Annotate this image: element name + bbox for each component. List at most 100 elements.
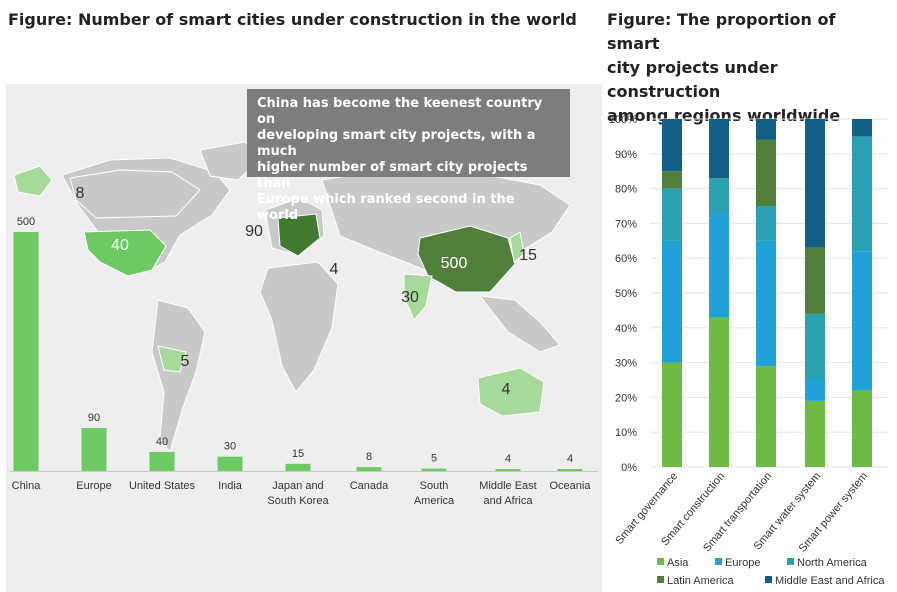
y-tick-label: 80%	[615, 184, 637, 196]
japan-korea-highlight	[509, 231, 525, 263]
map-value-label: 4	[330, 261, 339, 278]
south-america-shape	[151, 299, 206, 454]
alaska-highlight	[13, 165, 53, 197]
y-tick-label: 20%	[615, 392, 637, 404]
stacked-bar-segment	[662, 362, 682, 467]
stacked-bar-segment	[662, 240, 682, 363]
map-value-label: 15	[519, 247, 537, 264]
bar-value-label: 5	[431, 453, 437, 465]
callout-line: China has become the keenest country on	[257, 96, 543, 127]
bar-category-label: South	[420, 480, 449, 492]
y-tick-label: 10%	[615, 427, 637, 439]
stacked-bar-segment	[709, 119, 729, 179]
map-value-label: 8	[76, 185, 85, 202]
bar-category-label: South Korea	[267, 495, 329, 507]
bar-category-label: China	[12, 480, 42, 492]
stacked-bar-segment	[805, 313, 825, 380]
callout-line: higher number of smart city projects tha…	[257, 160, 528, 191]
legend-label: Asia	[667, 557, 689, 569]
bar	[356, 467, 382, 471]
stacked-bar-segment	[709, 212, 729, 318]
y-tick-label: 0%	[621, 462, 637, 474]
canada-highlight	[69, 169, 201, 219]
south-america-highlight	[157, 345, 187, 373]
right-title-line: Figure: The proportion of smart	[607, 10, 836, 53]
bar-value-label: 500	[17, 216, 35, 228]
stacked-bar-segment	[852, 390, 872, 467]
bar-value-label: 15	[292, 448, 304, 460]
bar-value-label: 30	[224, 441, 236, 453]
bar-category-label: Canada	[350, 480, 389, 492]
bar	[81, 427, 107, 471]
bar-category-label: and Africa	[484, 495, 534, 507]
y-tick-label: 100%	[609, 114, 637, 126]
stacked-bar-segment	[756, 139, 776, 206]
legend-swatch	[657, 558, 664, 565]
map-value-label: 90	[245, 223, 263, 240]
map-value-label: 5	[181, 353, 190, 370]
bar-value-label: 40	[156, 436, 168, 448]
bar-value-label: 8	[366, 451, 372, 463]
stacked-bar-segment	[805, 247, 825, 314]
stacked-bar-segment	[852, 119, 872, 137]
y-tick-label: 90%	[615, 149, 637, 161]
map-value-label: 30	[401, 289, 419, 306]
legend-label: Europe	[725, 557, 760, 569]
right-chart-title: Figure: The proportion of smart city pro…	[607, 8, 892, 128]
bar	[285, 463, 311, 471]
legend-label: North America	[797, 557, 868, 569]
china-highlight	[417, 225, 516, 293]
australia-highlight	[477, 367, 545, 417]
bar-category-label: United States	[129, 480, 196, 492]
left-chart-title: Figure: Number of smart cities under con…	[8, 10, 577, 29]
y-tick-label: 40%	[615, 323, 637, 335]
legend-swatch	[715, 558, 722, 565]
legend-label: Latin America	[667, 575, 735, 587]
stacked-bar-segment	[852, 136, 872, 252]
map-value-label: 40	[111, 237, 129, 254]
legend-swatch	[657, 576, 664, 583]
callout-line: Europe which ranked second in the world	[257, 192, 515, 223]
bar-category-label: Europe	[76, 480, 111, 492]
stacked-bar-segment	[662, 119, 682, 172]
map-value-label: 4	[502, 381, 511, 398]
stacked-bar-segment	[709, 178, 729, 213]
y-tick-label: 50%	[615, 288, 637, 300]
stacked-bar-segment	[756, 366, 776, 467]
bar	[13, 232, 39, 471]
map-value-label: 500	[441, 255, 468, 272]
stacked-bar-segment	[805, 400, 825, 467]
europe-highlight	[277, 213, 321, 257]
stacked-bar-segment	[662, 171, 682, 189]
y-tick-label: 60%	[615, 253, 637, 265]
legend-swatch	[765, 576, 772, 583]
legend-label: Middle East and Africa	[775, 575, 885, 587]
stacked-bar-segment	[852, 251, 872, 391]
stacked-bar-segment	[709, 317, 729, 467]
bar	[421, 468, 447, 471]
legend-swatch	[787, 558, 794, 565]
china-callout-box: China has become the keenest country on …	[247, 89, 570, 223]
callout-line: developing smart city projects, with a m…	[257, 128, 536, 159]
bar-category-label: Middle East	[479, 480, 536, 492]
bar	[149, 451, 175, 471]
bar-value-label: 4	[505, 453, 511, 465]
africa-shape	[259, 261, 339, 393]
bar-category-label: Oceania	[550, 480, 592, 492]
stacked-bar-segment	[756, 240, 776, 367]
stacked-bar-segment	[805, 380, 825, 401]
bar-value-label: 4	[567, 453, 573, 465]
bar-category-label: India	[218, 480, 243, 492]
y-tick-label: 30%	[615, 358, 637, 370]
y-tick-label: 70%	[615, 218, 637, 230]
bar	[495, 469, 521, 471]
bar	[557, 469, 583, 471]
india-highlight	[403, 273, 433, 321]
stacked-bar-segment	[756, 206, 776, 241]
usa-highlight	[83, 229, 167, 277]
stacked-bar-segment	[662, 188, 682, 241]
bar-value-label: 90	[88, 412, 100, 424]
